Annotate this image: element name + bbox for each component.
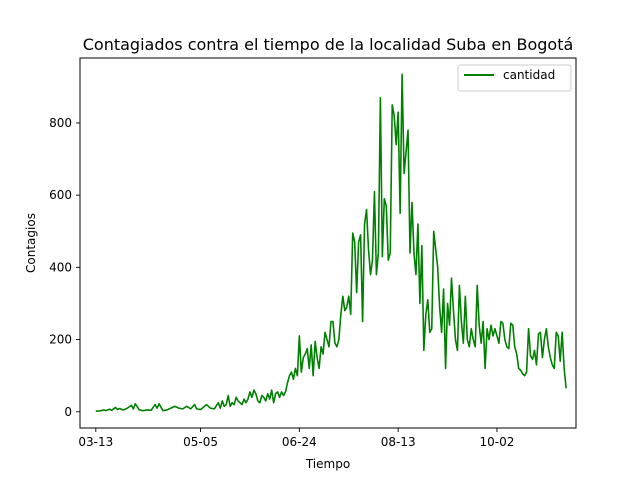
x-axis-label: Tiempo xyxy=(305,457,350,471)
y-tick-label: 600 xyxy=(49,188,72,202)
y-tick-label: 200 xyxy=(49,333,72,347)
y-axis-label: Contagios xyxy=(24,213,38,273)
x-tick-label: 10-02 xyxy=(480,435,515,449)
legend: cantidad xyxy=(457,64,572,92)
legend-label: cantidad xyxy=(503,68,555,82)
axes-frame xyxy=(79,57,577,429)
y-tick-label: 0 xyxy=(64,405,72,419)
legend-box xyxy=(457,64,572,92)
x-tick-label: 03-13 xyxy=(78,435,113,449)
chart-title: Contagiados contra el tiempo de la local… xyxy=(83,35,574,54)
x-tick-label: 08-13 xyxy=(381,435,416,449)
x-tick-label: 06-24 xyxy=(282,435,317,449)
y-tick-label: 400 xyxy=(49,260,72,274)
y-tick-label: 800 xyxy=(49,116,72,130)
series-line-cantidad xyxy=(95,73,567,412)
x-tick-label: 05-05 xyxy=(183,435,218,449)
